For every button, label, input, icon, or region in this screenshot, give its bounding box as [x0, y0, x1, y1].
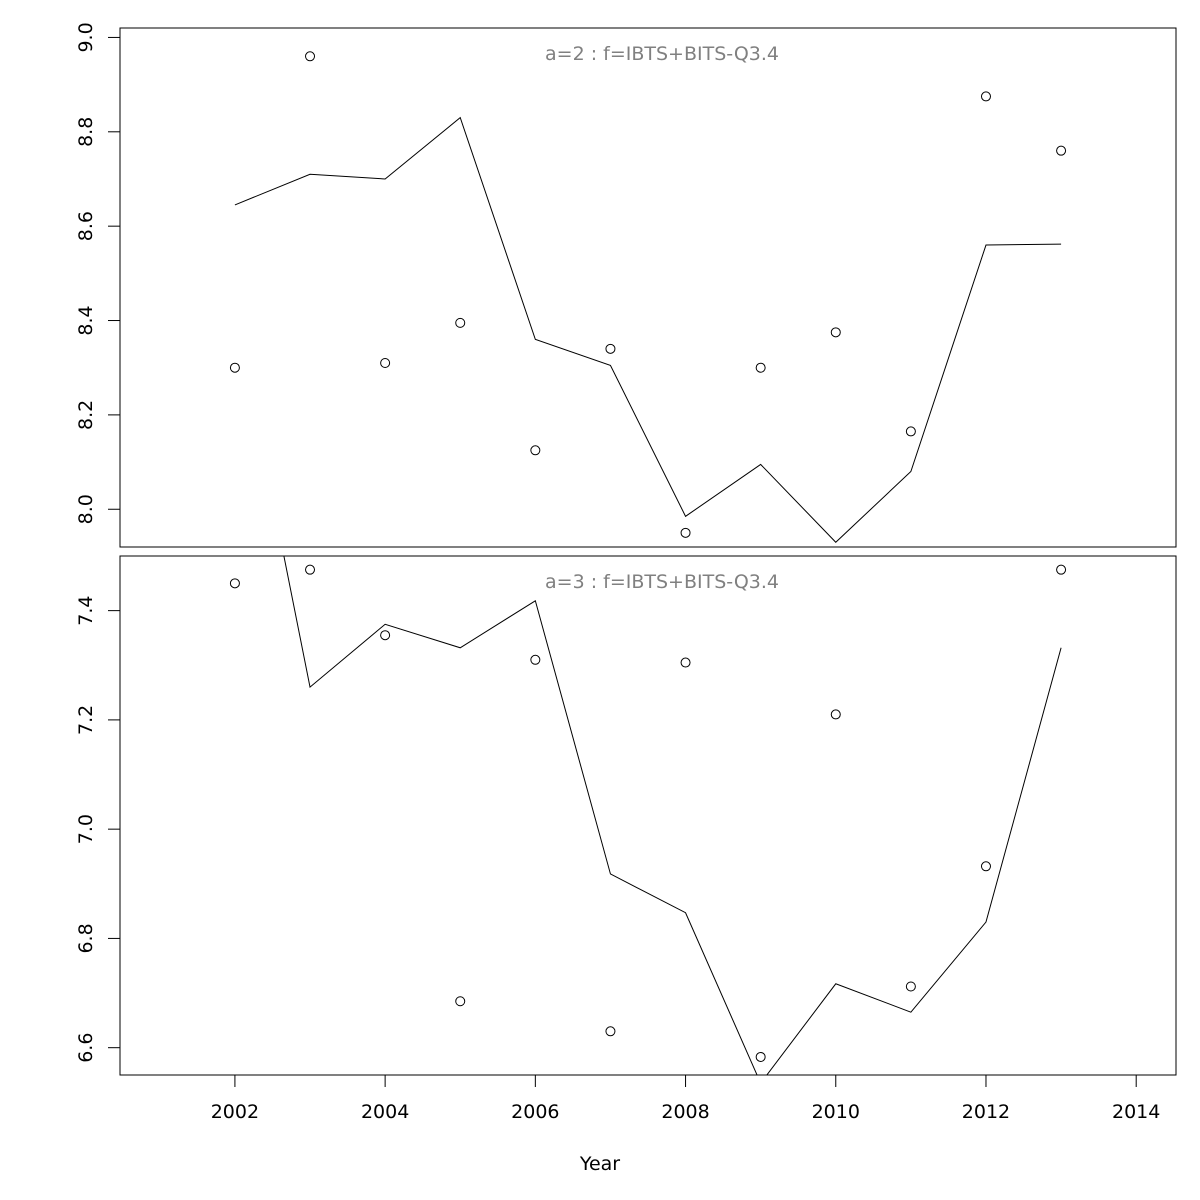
data-point: [980, 91, 991, 102]
data-point: [530, 445, 541, 456]
fitted-line: [234, 116, 1062, 543]
panel-top-y-axis: 8.0 8.2 8.4 8.6 8.8 9.0: [75, 22, 121, 524]
data-point: [455, 996, 466, 1007]
data-point: [530, 654, 541, 665]
panel-top: a=2 : f=IBTS+BITS-Q3.4 8.0 8.2 8.4 8.6 8.8 9.…: [75, 22, 1177, 548]
panel-bottom-frame: [119, 555, 1177, 1076]
data-point: [830, 327, 841, 338]
panel-top-line-layer: [234, 116, 1062, 543]
y-tick-label: 7.4: [75, 596, 97, 626]
data-point: [455, 317, 466, 328]
panel-bottom-title: a=3 : f=IBTS+BITS-Q3.4: [545, 571, 779, 593]
data-point: [830, 709, 841, 720]
data-point: [380, 357, 391, 368]
x-tick-label: 2004: [361, 1101, 409, 1123]
data-point: [905, 981, 916, 992]
y-tick-label: 8.6: [75, 211, 97, 241]
y-tick-label: 9.0: [75, 22, 97, 52]
panel-bottom: a=3 : f=IBTS+BITS-Q3.4 6.6 6.8 7.0 7.2 7.4 2…: [75, 555, 1177, 1123]
y-tick-label: 8.8: [75, 117, 97, 147]
panel-bottom-y-axis: 6.6 6.8 7.0 7.2 7.4: [75, 596, 121, 1063]
x-tick-label: 2010: [812, 1101, 860, 1123]
data-point: [380, 630, 391, 641]
y-tick-label: 8.0: [75, 494, 97, 524]
panel-bottom-line-layer: [283, 556, 1062, 1075]
x-tick-label: 2012: [962, 1101, 1010, 1123]
x-tick-label: 2014: [1112, 1101, 1160, 1123]
data-point: [1056, 564, 1067, 575]
data-point: [605, 1026, 616, 1037]
fitted-line: [283, 556, 1062, 1075]
y-tick-label: 7.0: [75, 814, 97, 844]
x-tick-label: 2006: [511, 1101, 559, 1123]
data-point: [305, 564, 316, 575]
y-tick-label: 8.4: [75, 305, 97, 335]
y-tick-label: 8.2: [75, 400, 97, 430]
panel-bottom-points-layer: [229, 564, 1067, 1062]
data-point: [229, 362, 240, 373]
data-point: [905, 426, 916, 437]
data-point: [605, 343, 616, 354]
panel-top-points-layer: [229, 51, 1067, 538]
y-tick-label: 7.2: [75, 705, 97, 735]
x-tick-label: 2002: [211, 1101, 259, 1123]
data-point: [305, 51, 316, 62]
data-point: [980, 861, 991, 872]
data-point: [755, 362, 766, 373]
data-point: [680, 657, 691, 668]
x-axis-title: Year: [579, 1153, 620, 1175]
data-point: [1056, 145, 1067, 156]
panel-bottom-x-axis: 2002 2004 2006 2008 2010 2012 2014: [211, 1074, 1160, 1123]
data-point: [680, 527, 691, 538]
data-point: [229, 578, 240, 589]
panel-top-title: a=2 : f=IBTS+BITS-Q3.4: [545, 43, 779, 65]
y-tick-label: 6.8: [75, 923, 97, 953]
x-tick-label: 2008: [661, 1101, 709, 1123]
data-point: [755, 1051, 766, 1062]
panel-top-frame: [119, 27, 1177, 548]
y-tick-label: 6.6: [75, 1033, 97, 1063]
